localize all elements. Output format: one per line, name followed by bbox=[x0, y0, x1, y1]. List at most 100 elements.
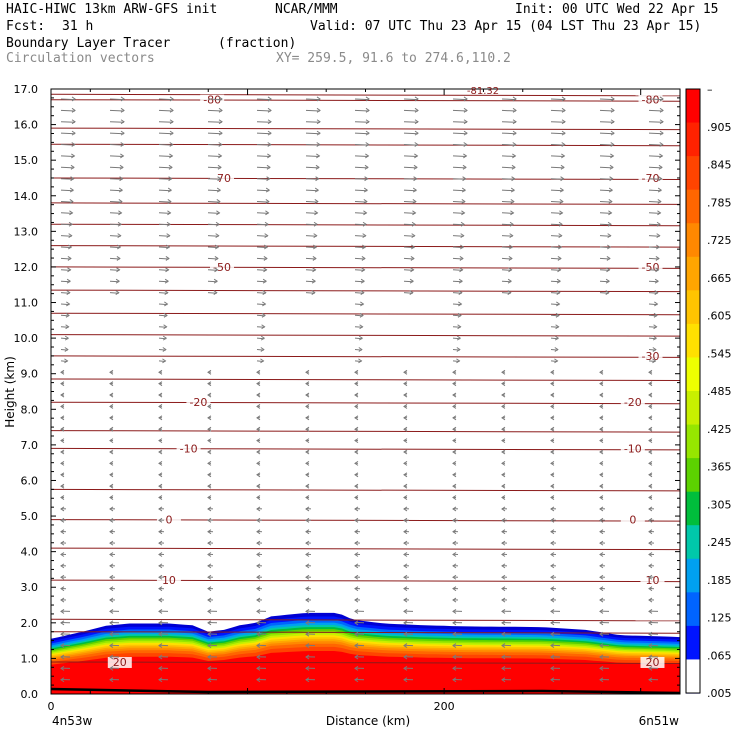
cross-section-endpoints: XY= 259.5, 91.6 to 274.6,110.2 bbox=[276, 51, 511, 66]
circulation-vector bbox=[648, 132, 664, 135]
y-axis-label: Height (km) bbox=[3, 356, 17, 427]
vector-arrowhead bbox=[312, 255, 317, 261]
vector-arrowhead bbox=[267, 107, 272, 113]
vector-arrowhead bbox=[550, 631, 555, 637]
circulation-vector bbox=[501, 246, 513, 249]
vector-arrowhead bbox=[550, 665, 555, 671]
vector-arrowhead bbox=[116, 255, 121, 261]
vector-arrowhead bbox=[501, 597, 506, 603]
vector-arrowhead bbox=[354, 495, 359, 500]
vector-arrowhead bbox=[218, 96, 223, 102]
vector-arrowhead bbox=[354, 472, 359, 478]
vector-arrowhead bbox=[316, 107, 321, 113]
vector-arrowhead bbox=[67, 244, 73, 250]
vector-arrowhead bbox=[654, 290, 659, 295]
vector-arrowhead bbox=[256, 369, 261, 375]
circulation-vector bbox=[501, 109, 517, 112]
vector-arrowhead bbox=[120, 130, 125, 136]
vector-arrowhead bbox=[169, 130, 174, 136]
circulation-vector bbox=[305, 246, 317, 249]
vector-arrowhead bbox=[648, 665, 653, 671]
vector-arrowhead bbox=[120, 153, 125, 159]
vector-arrowhead bbox=[648, 517, 653, 523]
vector-arrowhead bbox=[313, 221, 318, 227]
vector-arrowhead bbox=[207, 597, 212, 603]
circulation-vector bbox=[403, 178, 417, 180]
vector-arrowhead bbox=[60, 392, 65, 398]
vector-arrowhead bbox=[561, 96, 566, 102]
vector-arrowhead bbox=[109, 643, 114, 649]
circulation-vector bbox=[501, 223, 514, 226]
vector-arrowhead bbox=[501, 506, 506, 512]
vector-arrowhead bbox=[265, 210, 270, 216]
circulation-vector bbox=[158, 166, 173, 169]
isotherm-label: 10 bbox=[645, 574, 659, 587]
circulation-vector bbox=[452, 235, 464, 237]
vector-arrowhead bbox=[60, 426, 65, 432]
circulation-vector bbox=[354, 144, 369, 146]
circulation-vector bbox=[109, 212, 122, 214]
isotherm-label: 0 bbox=[165, 514, 172, 527]
tracer-fill bbox=[51, 612, 680, 694]
vector-arrowhead bbox=[403, 483, 408, 489]
circulation-vector bbox=[599, 235, 611, 237]
vector-arrowhead bbox=[256, 631, 261, 637]
circulation-vector bbox=[599, 212, 612, 214]
vector-arrowhead bbox=[501, 415, 506, 421]
vector-arrowhead bbox=[458, 301, 463, 307]
isotherm-label-bg bbox=[156, 514, 181, 526]
vector-arrowhead bbox=[610, 153, 615, 159]
vector-arrowhead bbox=[218, 107, 223, 113]
vector-arrowhead bbox=[354, 381, 359, 387]
circulation-vector bbox=[501, 132, 517, 135]
circulation-vector bbox=[501, 189, 515, 192]
vector-arrowhead bbox=[501, 517, 506, 523]
vector-arrowhead bbox=[67, 255, 72, 261]
circulation-vector bbox=[207, 144, 222, 146]
vector-arrowhead bbox=[66, 301, 71, 307]
circulation-vector bbox=[452, 144, 467, 146]
init-time: Init: 00 UTC Wed 22 Apr 15 bbox=[515, 2, 719, 17]
vector-arrowhead bbox=[403, 381, 408, 387]
vector-arrowhead bbox=[158, 597, 163, 603]
vector-arrowhead bbox=[550, 654, 555, 660]
vector-arrowhead bbox=[550, 643, 555, 649]
vector-arrowhead bbox=[610, 142, 615, 147]
vector-arrowhead bbox=[457, 312, 462, 318]
vector-arrowhead bbox=[109, 631, 114, 637]
vector-arrowhead bbox=[354, 529, 359, 535]
vector-arrowhead bbox=[158, 643, 163, 649]
vector-arrowhead bbox=[550, 540, 555, 546]
circulation-vector bbox=[305, 235, 317, 237]
vector-arrowhead bbox=[71, 130, 76, 136]
y-tick-label: 14.0 bbox=[14, 190, 39, 203]
vector-arrowhead bbox=[354, 438, 359, 444]
circulation-vector bbox=[158, 212, 171, 214]
vector-arrowhead bbox=[555, 324, 560, 330]
vector-arrowhead bbox=[657, 199, 662, 204]
field-units: (fraction) bbox=[218, 36, 297, 51]
vector-arrowhead bbox=[158, 506, 163, 512]
circulation-vector bbox=[403, 132, 419, 135]
vector-arrowhead bbox=[648, 631, 653, 637]
vector-arrowhead bbox=[354, 631, 359, 637]
isotherm-line bbox=[51, 99, 680, 102]
vector-arrowhead bbox=[260, 335, 266, 341]
vector-arrowhead bbox=[69, 187, 75, 193]
vector-arrowhead bbox=[120, 107, 125, 113]
vector-arrowhead bbox=[262, 301, 267, 307]
valid-time: Valid: 07 UTC Thu 23 Apr 15 (04 LST Thu … bbox=[310, 19, 702, 34]
vector-arrowhead bbox=[452, 620, 457, 626]
vector-arrowhead bbox=[452, 517, 457, 523]
vector-arrowhead bbox=[305, 449, 310, 455]
isotherm-label-bg bbox=[156, 575, 181, 587]
vector-arrowhead bbox=[599, 449, 604, 455]
circulation-vector bbox=[452, 201, 465, 203]
vector-arrowhead bbox=[158, 677, 163, 683]
vector-arrowhead bbox=[560, 176, 565, 182]
circulation-vector bbox=[501, 144, 516, 146]
vector-arrowhead bbox=[510, 199, 515, 204]
vector-arrowhead bbox=[305, 597, 310, 603]
vector-arrowhead bbox=[458, 278, 464, 284]
